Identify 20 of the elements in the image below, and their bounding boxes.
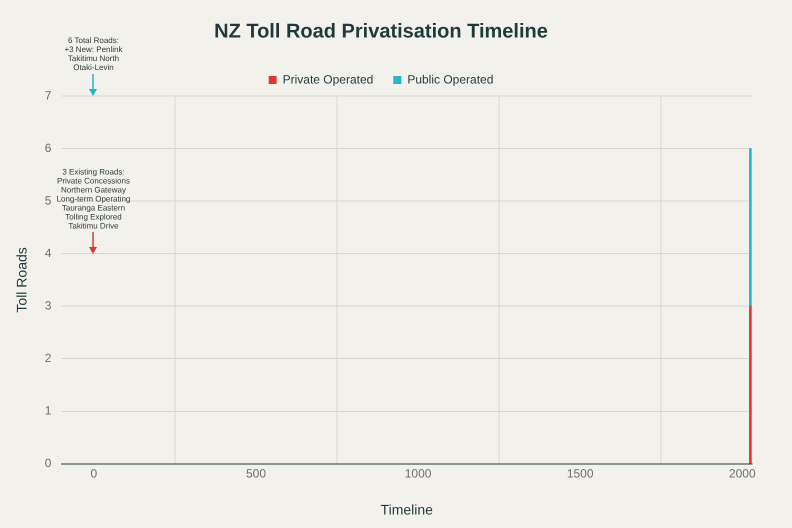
y-tick-label: 2: [44, 351, 52, 366]
y-tick-label: 7: [44, 88, 52, 102]
x-tick-label: 1500: [566, 466, 594, 480]
chart-title: NZ Toll Road Privatisation Timeline: [214, 20, 548, 43]
y-tick-label: 5: [44, 193, 52, 208]
y-tick-label: 0: [44, 456, 52, 470]
y-tick-label: 4: [44, 246, 52, 260]
text: 6 Total Roads: +3 New: Penlink Takitimu North Otaki-Levin: [64, 36, 124, 72]
x-tick-label: 2000: [728, 466, 756, 480]
legend-label: Private Operated: [282, 72, 374, 86]
x-tick-label: 1000: [404, 466, 432, 480]
annotation: 3 Existing Roads: Private Concessions Northern Gateway Long-term Operating Tauranga Eastern Tolling Explored Takitimu Drive: [56, 167, 130, 230]
y-axis-title: Toll Roads: [13, 247, 30, 313]
x-tick-label: 0: [90, 466, 98, 480]
x-axis-title: Timeline: [380, 501, 434, 518]
y-tick-label: 1: [44, 404, 52, 418]
y-tick-label: 6: [44, 140, 52, 155]
y-tick-label: 3: [44, 298, 52, 312]
x-tick-label: 500: [246, 466, 266, 480]
legend-label: Public Operated: [407, 72, 494, 86]
